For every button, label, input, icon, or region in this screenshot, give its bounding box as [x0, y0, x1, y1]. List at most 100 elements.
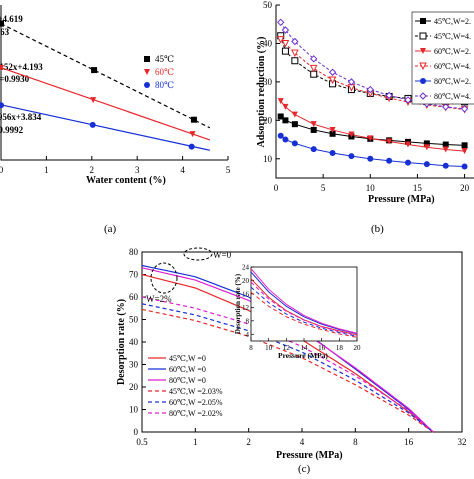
inset-x-tick-label: 14: [301, 344, 309, 352]
panel-b-point: [276, 36, 285, 44]
inset-series-line: [250, 268, 358, 334]
panel-b-legend: 45℃,W=2. 45℃,W=4. 60℃,W=2. 60℃,W=4. 80℃,W=2.…: [411, 11, 474, 105]
panel-b-y-tick-label: 10: [263, 154, 273, 164]
panel-b-point: [277, 98, 284, 105]
panel-b-point: [423, 140, 430, 147]
panel-c-y-tick-label: 50: [129, 315, 139, 325]
panel-b-legend-marker: [419, 62, 427, 71]
panel-b-legend-marker: [420, 78, 426, 84]
panel-c-legend-label: 80℃,W =0: [169, 376, 206, 385]
panel-a-point: [190, 116, 197, 123]
inset-x-tick-label: 20: [354, 344, 362, 352]
panel-b-point: [386, 157, 393, 164]
panel-c-series-line: [141, 303, 434, 433]
panel-c-y-tick-label: 80: [129, 247, 139, 257]
panel-b-point: [310, 55, 318, 63]
panel-c-legend-label: 45℃,W =2.03%: [169, 387, 223, 396]
inset-series: [250, 268, 358, 338]
panel-c-y-tick-label: 40: [129, 337, 139, 347]
panel-c-y-tick-label: 70: [129, 270, 139, 280]
inset-y-tick-label: 16: [242, 290, 250, 298]
panel-b-point: [282, 136, 289, 143]
panel-b-point: [385, 91, 393, 100]
w0-ellipse: [183, 247, 213, 261]
panel-c-y-tick-label: 0: [134, 427, 139, 437]
annot-w2: W=2%: [146, 294, 172, 304]
panel-c-y-tick-label: 10: [129, 405, 139, 415]
panel-a-legend-marker: [144, 56, 150, 62]
panel-c-y-tick-label: 30: [129, 360, 139, 370]
panel-c-legend-label: 80℃,W =2.02%: [169, 409, 223, 418]
panel-a-fit-line: [0, 67, 211, 141]
panel-b-y-tick-label: 40: [263, 38, 273, 48]
panel-a-x-tick-label: 3: [135, 165, 140, 175]
panel-a-point: [0, 102, 4, 109]
panel-b-point: [328, 68, 337, 76]
panel-a-fit-line: [0, 23, 211, 129]
panel-b-point: [277, 18, 285, 27]
panel-a-point: [91, 67, 98, 74]
panel-a-r2: R²=0.9963: [0, 27, 10, 37]
panel-a-fit-lines: [0, 23, 211, 151]
panel-b-legend-label: 80℃,W=4.: [434, 92, 471, 101]
panel-a-axes: [0, 5, 228, 161]
panel-b-point: [347, 78, 356, 86]
panel-b-point: [442, 141, 449, 148]
panel-b-legend-marker: [419, 32, 427, 40]
inset-y-tick-label: 20: [242, 277, 250, 285]
panel-b-legend-box: [411, 11, 474, 105]
inset-series-line: [250, 286, 358, 337]
panel-b-point: [348, 153, 355, 160]
panel-a-point: [0, 65, 4, 72]
panel-c: Desorption rate (%) 0.5 1 2 4 8 16 32010203040…: [116, 247, 467, 475]
panel-a-equations: y=-0.219x+4.619 R²=0.9963 y=-0.152x+4.193 R…: [0, 14, 43, 135]
panel-a-legend-marker: [144, 69, 150, 75]
panel-a: 0 1 2 3 4 5 Water content (%) y=-0.219x+4.619…: [0, 5, 231, 235]
panel-b-point: [329, 150, 336, 157]
inset-x-tick-label: 8: [249, 344, 253, 352]
panel-b-legend-label: 60℃,W=4.: [434, 62, 471, 71]
panel-b-point: [291, 111, 298, 118]
w2-ellipse: [150, 262, 178, 294]
panel-a-x-tick-label: 2: [90, 165, 95, 175]
panel-b-point: [291, 49, 299, 58]
panel-a-equation: y=-0.152x+4.193: [0, 62, 43, 72]
panel-a-r2: R²=0.9992: [0, 125, 24, 135]
inset-ticks: 8 10 12 14 16 18 20 4 8 12 16 20 24: [242, 264, 361, 353]
panel-b-point: [328, 76, 337, 85]
panel-b-point: [277, 113, 284, 120]
panel-b-point: [405, 141, 411, 148]
panel-b-x-tick-label: 5: [321, 183, 326, 193]
panel-b-point: [461, 142, 468, 149]
panel-b-point: [386, 138, 393, 145]
panel-a-x-ticks: 0 1 2 3 4 5: [0, 156, 231, 175]
panel-c-caption: (c): [298, 463, 311, 474]
inset-x-tick-label: 12: [283, 344, 291, 352]
panel-b-x-tick-label: 0: [274, 183, 279, 193]
inset-series-line: [250, 281, 358, 336]
panel-b-point: [291, 121, 298, 128]
inset-series-line: [250, 271, 358, 335]
panel-b-point: [348, 131, 355, 138]
inset-y-tick-label: 8: [246, 317, 250, 325]
inset-y-tick-label: 12: [242, 304, 250, 312]
panel-b-series: [276, 18, 469, 170]
panel-b-point: [329, 130, 336, 137]
inset-y-tick-label: 24: [242, 264, 250, 272]
panel-a-x-tick-label: 5: [226, 165, 231, 175]
panel-b-x-tick-label: 20: [460, 183, 470, 193]
panel-a-points: [0, 20, 197, 150]
inset-y-tick-label: 4: [246, 331, 250, 339]
inset-x-tick-label: 16: [318, 344, 326, 352]
panel-b-point: [282, 103, 289, 110]
panel-b-y-tick-label: 50: [263, 0, 273, 10]
panel-c-legend-label: 60℃,W =0: [169, 365, 206, 374]
panel-b-point: [367, 135, 374, 142]
panel-b-y-tick-label: 30: [263, 77, 273, 87]
panel-b-legend-marker: [419, 92, 427, 100]
panel-b-point: [366, 85, 374, 94]
panel-c-xlabel: Pressure (MPa): [276, 450, 343, 461]
panel-c-series-line: [141, 296, 434, 433]
panel-b-point: [281, 47, 289, 55]
